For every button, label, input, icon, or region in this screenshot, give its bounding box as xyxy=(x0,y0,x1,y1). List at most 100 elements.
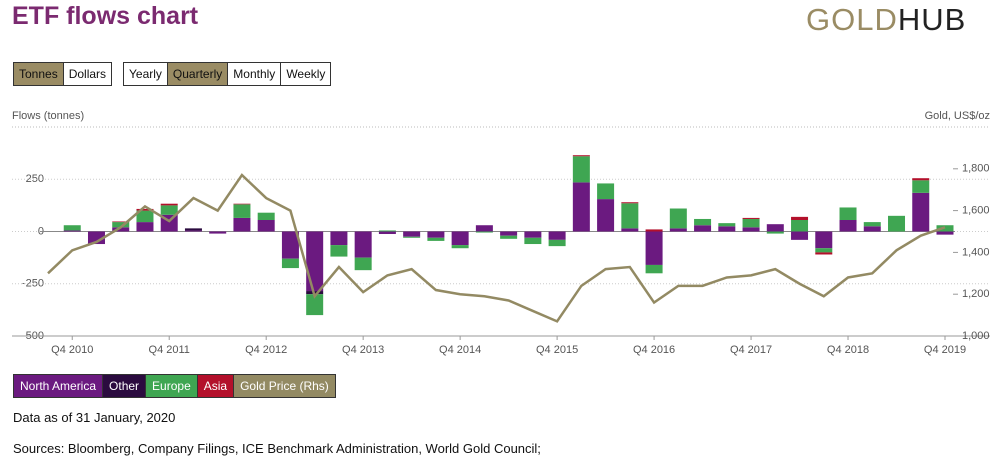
bar-segment xyxy=(863,226,881,232)
y2-tick-label: 1,800 xyxy=(962,163,990,175)
bar-segment xyxy=(233,217,251,232)
bar-segment xyxy=(524,231,542,238)
bar-segment xyxy=(209,231,227,234)
bar-segment xyxy=(500,231,518,236)
unit-button[interactable]: Tonnes xyxy=(14,63,63,85)
bar-segment xyxy=(888,215,906,232)
unit-button[interactable]: Dollars xyxy=(62,63,112,85)
legend-item[interactable]: Gold Price (Rhs) xyxy=(233,375,335,397)
bar-segment xyxy=(112,222,130,228)
bar-segment xyxy=(572,156,590,183)
x-tick-label: Q4 2010 xyxy=(51,344,93,356)
bar-segment xyxy=(645,231,663,265)
legend: North America Other Europe Asia Gold Price (… xyxy=(13,374,336,398)
bar-segment xyxy=(766,224,784,232)
x-tick-label: Q4 2011 xyxy=(149,344,190,356)
x-tick-label: Q4 2012 xyxy=(245,344,287,356)
legend-item[interactable]: Other xyxy=(102,375,146,397)
bar-segment xyxy=(136,222,154,232)
x-tick-label: Q4 2015 xyxy=(536,344,578,356)
bar-segment xyxy=(815,248,833,253)
bar-segment xyxy=(645,264,663,274)
legend-item[interactable]: Europe xyxy=(145,375,197,397)
x-tick-label: Q4 2019 xyxy=(924,344,966,356)
bar-segment xyxy=(936,231,954,235)
bar-segment xyxy=(306,294,324,316)
bar-segment xyxy=(63,225,81,231)
bar-segment xyxy=(645,229,663,232)
bar-segment xyxy=(330,231,348,246)
bar-segment xyxy=(572,155,590,157)
bar-segment xyxy=(548,231,566,240)
logo-left: GOLD xyxy=(806,2,898,37)
x-tick-label: Q4 2014 xyxy=(439,344,481,356)
bar-segment xyxy=(791,216,809,221)
gold-price-line xyxy=(47,173,946,323)
bar-segment xyxy=(281,258,299,269)
bar-segment xyxy=(330,245,348,257)
period-button[interactable]: Yearly xyxy=(124,63,167,85)
bar-segment xyxy=(694,225,712,232)
page-title: ETF flows chart xyxy=(12,2,199,30)
bar-segment xyxy=(281,231,299,259)
bar-segment xyxy=(184,228,202,231)
bar-segment xyxy=(257,220,275,232)
y2-tick-label: 1,000 xyxy=(962,330,990,342)
period-button[interactable]: Quarterly xyxy=(166,63,228,85)
period-button[interactable]: Monthly xyxy=(227,63,281,85)
bar-segment xyxy=(863,222,881,227)
y2-tick-label: 1,400 xyxy=(962,246,990,258)
bar-segment xyxy=(378,230,396,232)
bar-segment xyxy=(912,192,930,232)
unit-toggle: Tonnes Dollars xyxy=(13,62,113,86)
bar-segment xyxy=(839,207,857,221)
bar-segment xyxy=(63,230,81,232)
bar-segment xyxy=(160,203,178,206)
bar-segment xyxy=(572,182,590,232)
bar-segment xyxy=(354,257,372,271)
bar-segment xyxy=(742,227,760,232)
bar-segment xyxy=(451,231,469,246)
bar-segment xyxy=(257,212,275,221)
bar-segment xyxy=(354,231,372,258)
legend-item[interactable]: North America xyxy=(14,375,103,397)
period-button[interactable]: Weekly xyxy=(280,63,331,85)
bar-segment xyxy=(233,204,251,218)
period-toggle: Yearly Quarterly Monthly Weekly xyxy=(123,62,332,86)
y-tick-label: -250 xyxy=(22,278,44,290)
bar-segment xyxy=(112,227,130,232)
bar-segment xyxy=(427,237,445,241)
y2-axis-title: Gold, US$/oz xyxy=(925,110,990,122)
y2-tick-label: 1,600 xyxy=(962,205,990,217)
bar-segment xyxy=(621,228,639,232)
bar-segment xyxy=(791,220,809,232)
x-tick-label: Q4 2017 xyxy=(730,344,772,356)
y-tick-label: 250 xyxy=(26,173,44,185)
bar-segment xyxy=(451,245,469,249)
note: Sources: Bloomberg, Company Filings, ICE… xyxy=(13,441,541,456)
bar-segment xyxy=(184,230,202,232)
bar-segment xyxy=(233,203,251,205)
logo-right: HUB xyxy=(897,2,967,37)
bar-segment xyxy=(766,231,784,234)
y-axis-title: Flows (tonnes) xyxy=(12,110,84,122)
bar-segment xyxy=(160,205,178,215)
bar-segment xyxy=(621,202,639,204)
bar-segment xyxy=(815,231,833,249)
note: Data as of 31 January, 2020 xyxy=(13,410,176,425)
bar-segment xyxy=(475,231,493,233)
bar-segment xyxy=(669,208,687,229)
legend-item[interactable]: Asia xyxy=(196,375,234,397)
bar-segment xyxy=(597,183,615,200)
bar-segment xyxy=(718,226,736,232)
bar-segment xyxy=(378,231,396,235)
logo: GOLDHUB xyxy=(806,2,966,38)
bar-segment xyxy=(839,220,857,232)
bar-segment xyxy=(815,252,833,255)
bar-segment xyxy=(306,231,324,292)
bar-segment xyxy=(403,231,421,237)
bar-segment xyxy=(136,208,154,211)
bar-segment xyxy=(500,235,518,239)
